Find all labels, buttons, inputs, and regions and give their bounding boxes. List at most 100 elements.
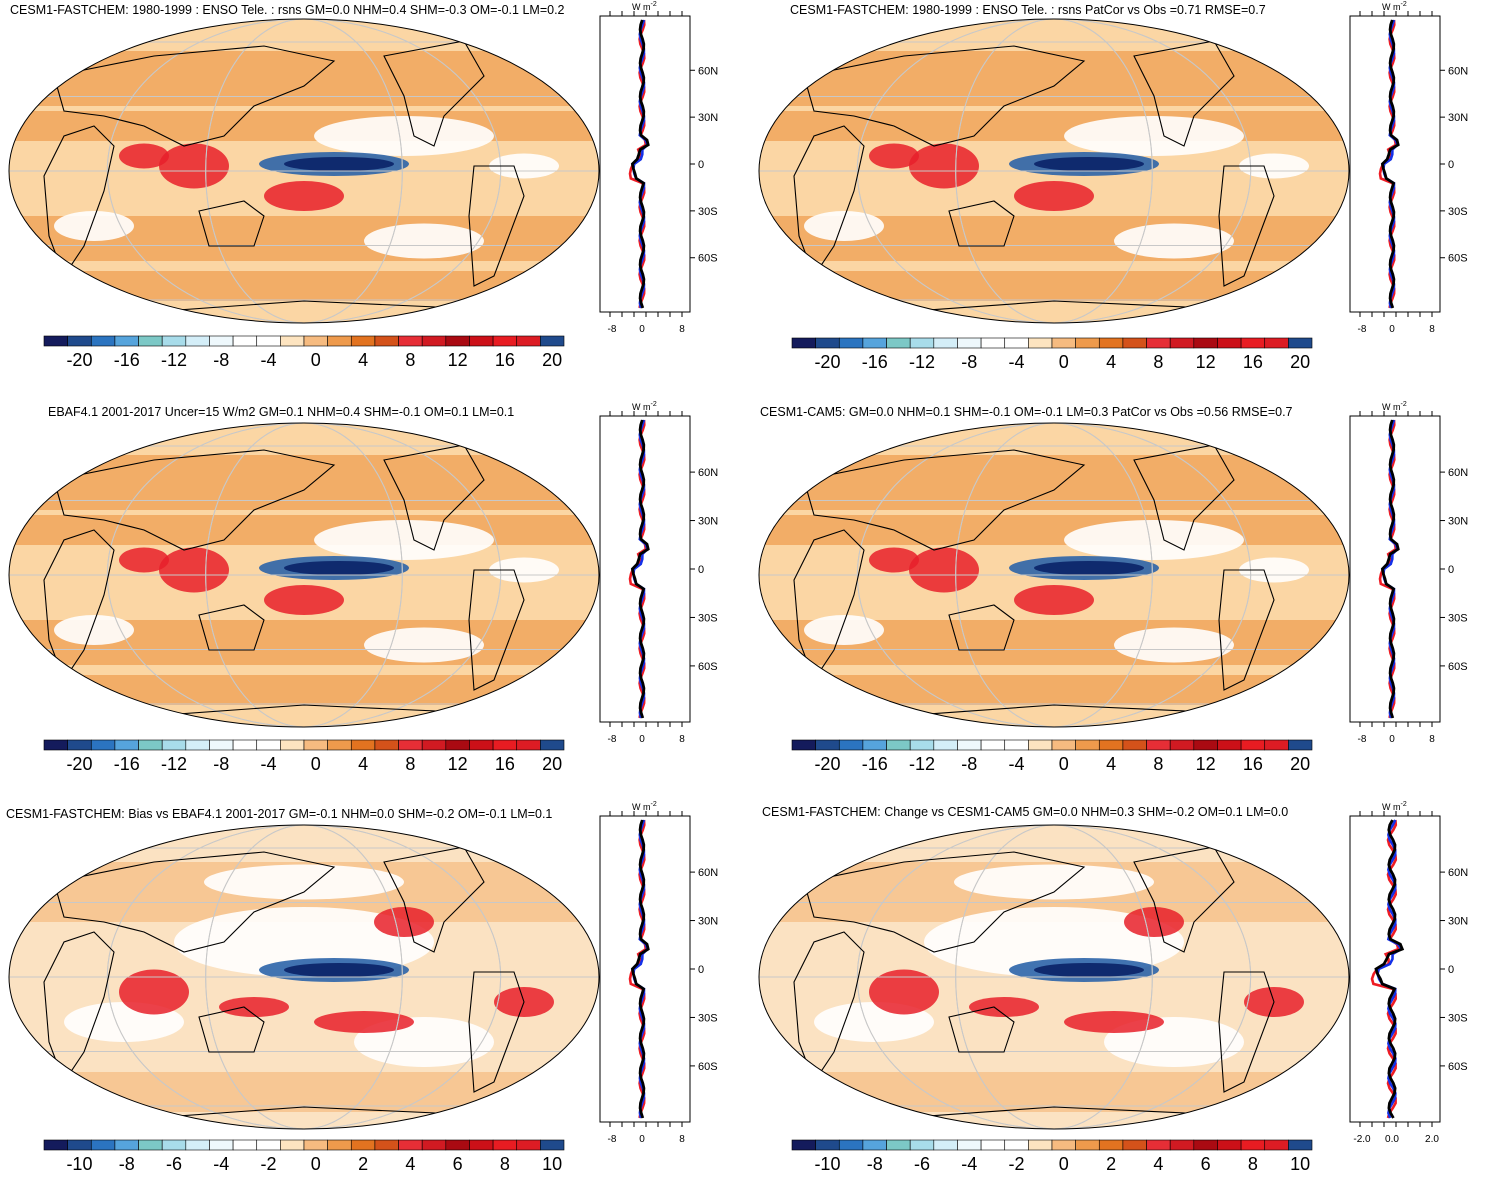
colorbar-label: -8: [213, 754, 229, 774]
colorbar-label: 12: [1196, 754, 1216, 774]
profile-x-tick-label: 8: [679, 324, 685, 335]
colorbar-box: [1051, 337, 1076, 349]
colorbar-box: [43, 1139, 68, 1151]
profile-lat-label: 60S: [698, 661, 718, 673]
colorbar-box: [421, 739, 447, 751]
colorbar-box: [1240, 739, 1266, 751]
colorbar-box: [185, 335, 210, 347]
colorbar-box: [209, 739, 234, 751]
field-white-patch: [489, 153, 559, 179]
colorbar-label: -20: [66, 350, 92, 370]
field-white-patch: [489, 557, 559, 583]
colorbar-label: 8: [1153, 754, 1163, 774]
panel-bottom-right: CESM1-FASTCHEM: Change vs CESM1-CAM5 GM=…: [748, 800, 1488, 1176]
colorbar-label: -8: [867, 1154, 883, 1174]
profile-curve: [1374, 819, 1405, 1119]
profile-lat-label: 60S: [1448, 1061, 1468, 1073]
world-map: [8, 18, 600, 324]
colorbar-box: [185, 1139, 210, 1151]
field-band: [9, 675, 599, 705]
field-white-patch: [1114, 223, 1234, 259]
continent-outline: [468, 165, 525, 287]
field-red-region: [264, 585, 344, 615]
map-border: [8, 422, 600, 728]
colorbar-box: [1098, 739, 1124, 751]
field-white-patch: [364, 627, 484, 663]
colorbar-box: [815, 337, 840, 349]
field-blue-core: [284, 561, 394, 575]
profile-frame: [1349, 415, 1441, 723]
colorbar-box: [1193, 337, 1218, 349]
colorbar-label: 12: [448, 754, 468, 774]
colorbar-box: [1028, 1139, 1053, 1151]
colorbar-label: -4: [961, 1154, 977, 1174]
colorbar-label: 8: [1153, 352, 1163, 372]
profile-lat-label: 60N: [698, 867, 718, 879]
panel-title: CESM1-FASTCHEM: Bias vs EBAF4.1 2001-201…: [6, 807, 553, 821]
colorbar-box: [1217, 1139, 1242, 1151]
graticule-meridian: [856, 423, 1252, 727]
colorbar-box: [1264, 739, 1289, 751]
graticule-meridian: [106, 423, 502, 727]
colorbar-box: [1288, 1139, 1313, 1151]
colorbar-box: [1075, 1139, 1100, 1151]
colorbar-label: 12: [1196, 352, 1216, 372]
panel-title: CESM1-FASTCHEM: 1980-1999 : ENSO Tele. :…: [10, 3, 565, 17]
profile-lat-label: 60N: [698, 65, 718, 77]
colorbar-box: [540, 739, 565, 751]
colorbar-label: -4: [1009, 754, 1025, 774]
graticule-meridian: [955, 825, 1153, 1129]
colorbar-label: -4: [261, 754, 277, 774]
colorbar-box: [350, 1139, 376, 1151]
colorbar-box: [862, 739, 887, 751]
field-white-patch: [804, 615, 884, 645]
colorbar-box: [67, 335, 92, 347]
continent-outline: [948, 604, 1015, 651]
colorbar-box: [815, 1139, 840, 1151]
field-band: [9, 271, 599, 301]
profile-lat-label: 60S: [698, 253, 718, 265]
colorbar-box: [1122, 1139, 1147, 1151]
colorbar-label: 4: [1106, 754, 1116, 774]
colorbar-label: -4: [213, 1154, 229, 1174]
world-map: [758, 422, 1350, 728]
colorbar-box: [492, 739, 518, 751]
colorbar-label: 16: [495, 754, 515, 774]
colorbar-label: 4: [358, 350, 368, 370]
profile-x-tick-label: 0.0: [1385, 1134, 1399, 1145]
colorbar-label: 16: [1243, 754, 1263, 774]
colorbar-box: [1169, 1139, 1195, 1151]
field-white-patch: [954, 864, 1154, 900]
profile-x-tick-label: -2.0: [1353, 1134, 1371, 1145]
continent-outline: [53, 449, 336, 551]
colorbar-label: -4: [261, 350, 277, 370]
colorbar-box: [1217, 739, 1242, 751]
colorbar-box: [398, 335, 423, 347]
field-red-region: [869, 969, 939, 1015]
colorbar-box: [398, 1139, 423, 1151]
colorbar-box: [1146, 1139, 1171, 1151]
colorbar-box: [1240, 337, 1266, 349]
profile-x-tick-label: 0: [639, 1134, 645, 1145]
graticule-meridian: [106, 825, 502, 1129]
colorbar-label: 16: [495, 350, 515, 370]
map-field: [759, 423, 1349, 727]
field-band: [759, 111, 1349, 141]
colorbar-box: [838, 1139, 864, 1151]
profile-curve: [630, 419, 650, 719]
colorbar-box: [90, 1139, 116, 1151]
colorbar-label: -8: [213, 350, 229, 370]
colorbar-box: [886, 739, 911, 751]
colorbar-box: [421, 335, 447, 347]
colorbar-label: -6: [914, 1154, 930, 1174]
map-field: [759, 825, 1349, 1129]
profile-x-tick-label: 0: [639, 324, 645, 335]
profile-unit: W m-2: [1382, 801, 1407, 812]
field-band: [759, 455, 1349, 510]
continent-outline: [948, 1006, 1015, 1053]
profile-curve: [1380, 419, 1400, 719]
colorbar-box: [957, 337, 982, 349]
continent-outline: [803, 851, 1086, 953]
field-band: [9, 51, 599, 106]
profile-curve: [1376, 819, 1403, 1119]
